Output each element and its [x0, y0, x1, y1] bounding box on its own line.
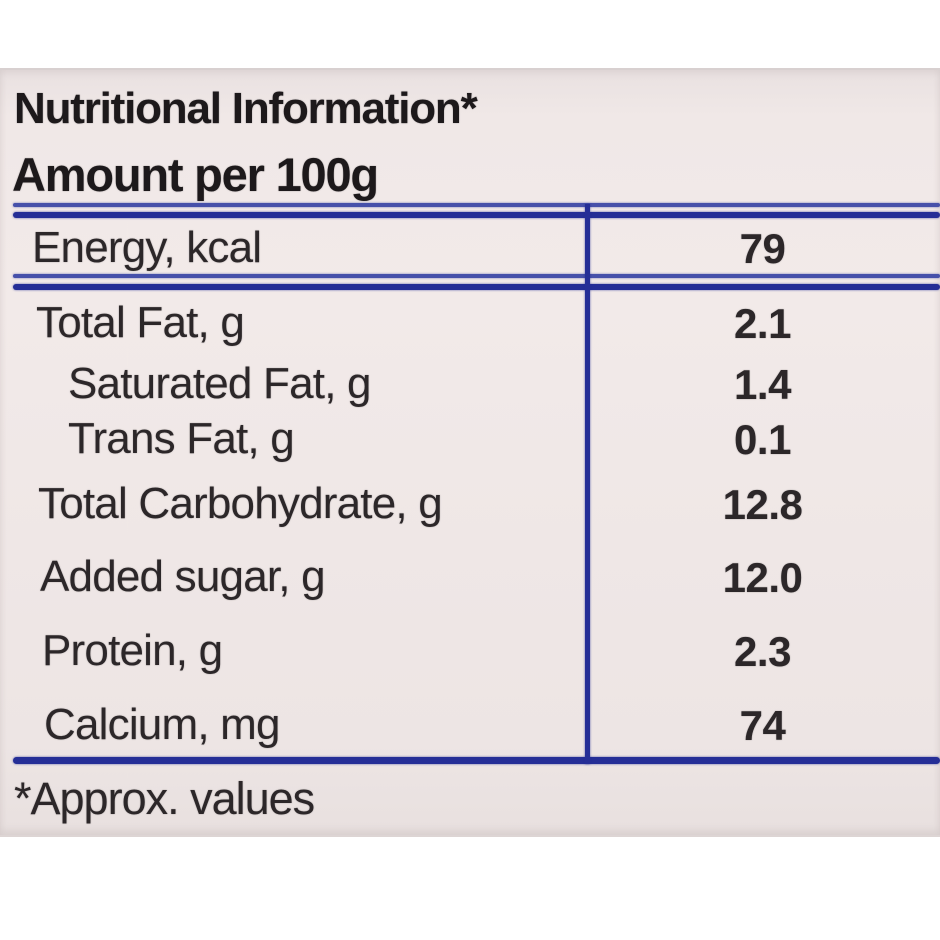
nutrient-value: 1.4 [734, 361, 791, 408]
nutrient-value: 2.3 [734, 628, 791, 675]
table-row: Added sugar, g 12.0 [0, 551, 940, 603]
table-row: Protein, g 2.3 [0, 625, 940, 677]
table-row: Energy, kcal 79 [0, 222, 940, 274]
table-row: Total Fat, g 2.1 [0, 297, 940, 349]
nutrient-value: 79 [739, 225, 786, 272]
table-top-rule-thin [13, 203, 940, 207]
nutrient-label: Protein, g [42, 626, 223, 675]
approx-values-footnote: *Approx. values [14, 773, 315, 824]
energy-separator-rule-thin [13, 274, 940, 278]
nutrition-label [0, 68, 940, 837]
table-row: Trans Fat, g 0.1 [0, 413, 940, 465]
energy-separator-rule-thick [13, 284, 940, 290]
nutrient-value: 2.1 [734, 300, 791, 347]
nutrient-value: 74 [739, 702, 786, 749]
table-row: Calcium, mg 74 [0, 699, 940, 751]
serving-size-heading: Amount per 100g [12, 148, 379, 201]
nutrient-label: Calcium, mg [44, 700, 281, 749]
table-row: Total Carbohydrate, g 12.8 [0, 478, 940, 530]
nutrient-value: 12.0 [722, 554, 803, 601]
nutrient-label: Saturated Fat, g [68, 359, 372, 408]
label-title: Nutritional Information* [14, 84, 478, 133]
table-bottom-rule [13, 757, 940, 764]
nutrient-label: Total Carbohydrate, g [38, 479, 443, 528]
table-column-divider [585, 204, 590, 764]
nutrient-label: Energy, kcal [32, 223, 262, 272]
nutrient-value: 12.8 [722, 481, 803, 528]
table-row: Saturated Fat, g 1.4 [0, 358, 940, 410]
table-top-rule-thick [13, 212, 940, 218]
nutrient-label: Total Fat, g [36, 298, 245, 347]
nutrient-value: 0.1 [734, 416, 791, 463]
nutrient-label: Trans Fat, g [68, 414, 295, 463]
nutrient-label: Added sugar, g [40, 552, 326, 601]
